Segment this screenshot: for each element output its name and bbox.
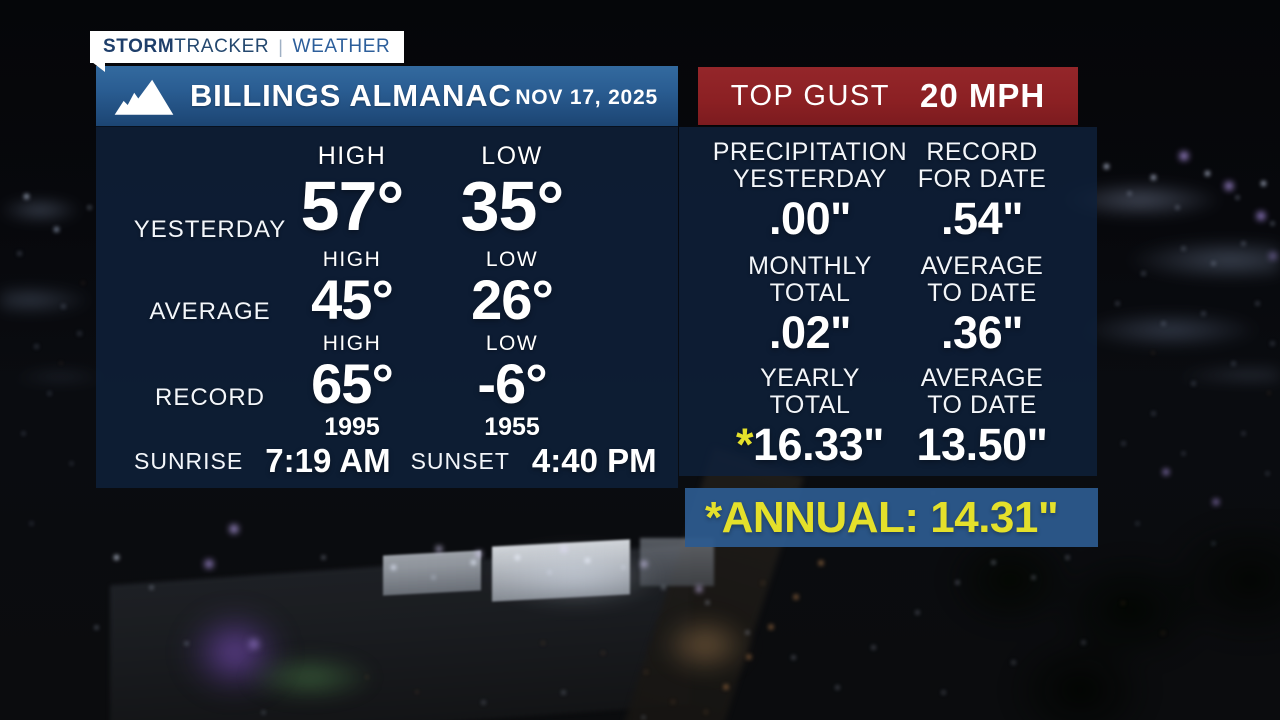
warm-street-glow	[660, 615, 750, 675]
yearly-asterisk: *	[736, 419, 754, 470]
precipitation-panel: PRECIPITATION YESTERDAY .00" RECORD FOR …	[679, 127, 1097, 476]
low-column-header: LOW	[485, 332, 539, 355]
annual-note-text: *ANNUAL: 14.31"	[705, 492, 1059, 542]
monthly-average-cell: AVERAGE TO DATE .36"	[851, 252, 1113, 358]
record-for-date-cell: RECORD FOR DATE .54"	[851, 138, 1113, 244]
sun-times-row: SUNRISE 7:19 AM SUNSET 4:40 PM	[96, 438, 678, 484]
almanac-title: BILLINGS ALMANAC	[190, 78, 512, 113]
cell-line2: YESTERDAY	[732, 165, 888, 193]
cell-line1: PRECIPITATION	[712, 138, 908, 166]
brand-weather-label: WEATHER	[292, 36, 391, 57]
almanac-row-record: RECORD HIGH 65° 1995 LOW -6° 1955	[96, 332, 678, 460]
yearly-average-value: 13.50"	[916, 419, 1048, 470]
cell-line2: FOR DATE	[917, 165, 1047, 193]
industrial-lot	[110, 544, 690, 720]
sunrise-label: SUNRISE	[134, 447, 244, 474]
average-low-cell: LOW 26°	[414, 248, 610, 328]
bright-lights-purple	[0, 0, 4, 4]
record-low-year: 1955	[484, 413, 540, 441]
cell-line2: TOTAL	[769, 279, 851, 307]
yesterday-high-value: 57°	[300, 167, 405, 245]
average-low-value: 26°	[471, 268, 554, 331]
top-gust-banner: TOP GUST 20 MPH	[698, 67, 1078, 125]
badge-divider: |	[278, 36, 284, 57]
yearly-total-cell: YEARLY TOTAL *16.33"	[679, 364, 941, 470]
street-lights-warm	[0, 0, 2, 2]
annual-note-bar: *ANNUAL: 14.31"	[685, 488, 1098, 547]
cell-line1: AVERAGE	[920, 252, 1044, 280]
cell-line1: AVERAGE	[920, 364, 1044, 392]
yearly-average-cell: AVERAGE TO DATE 13.50"	[851, 364, 1113, 470]
cell-line1: YEARLY	[760, 364, 860, 392]
record-low-cell: LOW -6° 1955	[414, 332, 610, 442]
row-label: AVERAGE	[96, 248, 324, 340]
record-high-value: 65°	[311, 352, 394, 415]
cell-line2: TO DATE	[927, 391, 1037, 419]
record-low-value: -6°	[477, 352, 547, 415]
brand-tracker-label: TRACKER	[174, 36, 270, 57]
monthly-average-value: .36"	[941, 307, 1023, 358]
brand-storm-label: STORM	[103, 36, 175, 57]
record-for-date-value: .54"	[941, 193, 1023, 244]
sunrise-value: 7:19 AM	[265, 442, 391, 479]
top-gust-label: TOP GUST	[730, 79, 890, 112]
row-label: RECORD	[96, 332, 324, 460]
loading-dock-glow	[490, 548, 660, 603]
record-label: RECORD	[154, 384, 265, 411]
row-label: YESTERDAY	[96, 142, 324, 264]
precip-yesterday-value: .00"	[769, 193, 851, 244]
almanac-row-yesterday: YESTERDAY HIGH 57° LOW 35°	[96, 142, 678, 264]
sunset-label: SUNSET	[410, 447, 510, 474]
record-high-cell: HIGH 65° 1995	[254, 332, 450, 442]
purple-light-glow	[185, 610, 285, 695]
almanac-row-average: AVERAGE HIGH 45° LOW 26°	[96, 248, 678, 340]
warehouse-building	[492, 539, 630, 602]
cell-line2: TOTAL	[769, 391, 851, 419]
stormtracker-weather-badge: STORM TRACKER | WEATHER	[90, 31, 405, 72]
yesterday-label: YESTERDAY	[133, 216, 287, 243]
record-high-year: 1995	[324, 413, 380, 441]
low-column-header: LOW	[485, 248, 539, 271]
yesterday-high-cell: HIGH 57°	[254, 142, 450, 241]
dark-trees	[930, 520, 1280, 720]
almanac-date: NOV 17, 2025	[515, 86, 658, 109]
monthly-total-cell: MONTHLY TOTAL .02"	[679, 252, 941, 358]
cell-line2: TO DATE	[927, 279, 1037, 307]
high-column-header: HIGH	[322, 248, 382, 271]
yesterday-low-cell: LOW 35°	[414, 142, 610, 241]
city-lights-white	[0, 0, 3, 3]
shed-building	[383, 550, 481, 596]
cell-line1: MONTHLY	[748, 252, 872, 280]
average-high-value: 45°	[311, 268, 394, 331]
almanac-header: BILLINGS ALMANAC NOV 17, 2025	[96, 66, 678, 126]
high-column-header: HIGH	[322, 332, 382, 355]
average-label: AVERAGE	[149, 298, 271, 325]
sunset-value: 4:40 PM	[531, 442, 657, 479]
average-high-cell: HIGH 45°	[254, 248, 450, 328]
monthly-total-value: .02"	[769, 307, 851, 358]
precip-yesterday-cell: PRECIPITATION YESTERDAY .00"	[679, 138, 941, 244]
low-column-header: LOW	[481, 142, 543, 170]
almanac-panel: YESTERDAY HIGH 57° LOW 35° AVERAGE HIGH …	[96, 126, 678, 488]
cell-line1: RECORD	[926, 138, 1038, 166]
high-column-header: HIGH	[317, 142, 387, 170]
yesterday-low-value: 35°	[460, 167, 565, 245]
green-light-patch	[245, 655, 375, 700]
top-gust-value: 20 MPH	[919, 77, 1046, 114]
mountain-icon	[114, 79, 174, 115]
